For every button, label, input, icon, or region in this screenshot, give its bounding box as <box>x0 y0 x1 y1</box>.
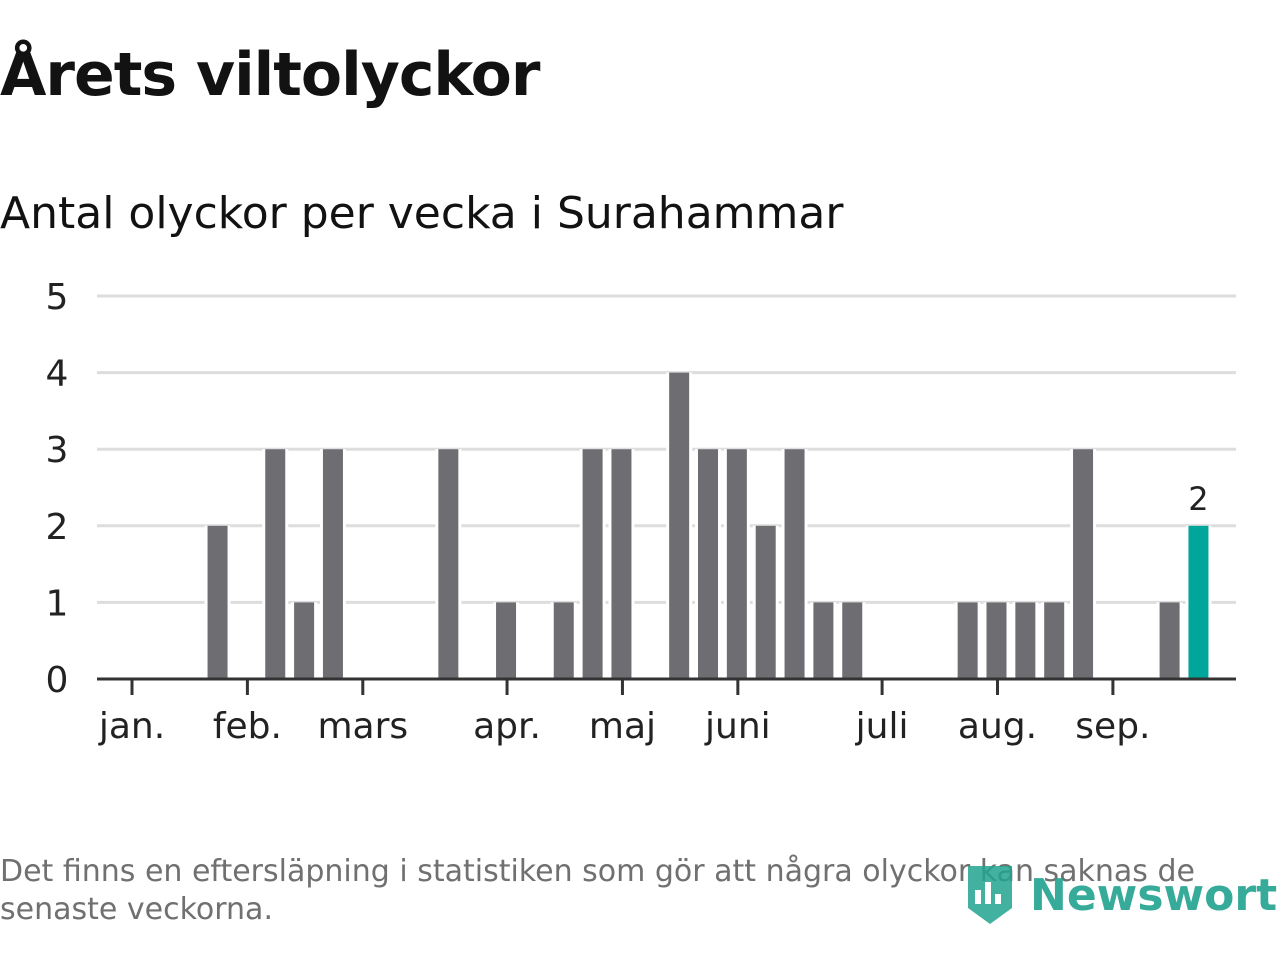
y-tick-label: 0 <box>46 660 69 701</box>
bar <box>1073 449 1094 679</box>
bar <box>726 449 747 679</box>
bar-chart: 0 1 2 3 4 5 2 jan. feb. mars apr. maj juni juli aug.… <box>46 277 1236 747</box>
bar <box>294 602 315 679</box>
x-axis <box>97 677 1236 695</box>
bar <box>784 449 805 679</box>
x-tick-label: sep. <box>1075 706 1150 747</box>
logo-text: Newsworthy <box>1030 869 1280 921</box>
y-tick-label: 1 <box>46 583 69 624</box>
bar-chart-badge-icon <box>968 866 1012 924</box>
x-tick-label: jan. <box>98 706 165 747</box>
y-tick-label: 3 <box>46 430 69 471</box>
chart-subtitle: Antal olyckor per vecka i Surahammar <box>0 188 844 239</box>
bar <box>496 602 517 679</box>
newsworthy-logo: Newsworthy <box>964 862 1280 928</box>
bar <box>986 602 1007 679</box>
y-tick-label: 4 <box>46 354 69 395</box>
bar <box>1044 602 1065 679</box>
x-tick-label: feb. <box>213 706 282 747</box>
bar <box>265 449 286 679</box>
y-tick-label: 2 <box>46 507 69 548</box>
x-tick-label: juni <box>704 706 771 747</box>
x-tick-label: mars <box>317 706 408 747</box>
bar <box>669 372 690 679</box>
bar <box>813 602 834 679</box>
y-tick-label: 5 <box>46 277 69 318</box>
x-tick-label: apr. <box>473 706 541 747</box>
x-tick-label: juli <box>855 706 909 747</box>
y-axis-labels: 0 1 2 3 4 5 <box>46 277 69 701</box>
bar <box>842 602 863 679</box>
bar-value-label: 2 <box>1188 480 1208 518</box>
bar <box>207 525 228 679</box>
bar <box>438 449 459 679</box>
bar <box>957 602 978 679</box>
x-tick-label: maj <box>589 706 656 747</box>
x-tick-label: aug. <box>958 706 1037 747</box>
bars: 2 <box>204 372 1212 679</box>
page-title: Årets viltolyckor <box>0 40 540 110</box>
bar <box>553 602 574 679</box>
bar <box>698 449 718 679</box>
bar <box>322 449 343 679</box>
bar <box>582 449 603 679</box>
bar <box>1015 602 1036 679</box>
bar <box>1159 602 1180 679</box>
bar <box>611 449 632 679</box>
bar <box>755 525 776 679</box>
bar-highlight <box>1188 525 1209 679</box>
x-axis-labels: jan. feb. mars apr. maj juni juli aug. sep. <box>98 706 1151 747</box>
